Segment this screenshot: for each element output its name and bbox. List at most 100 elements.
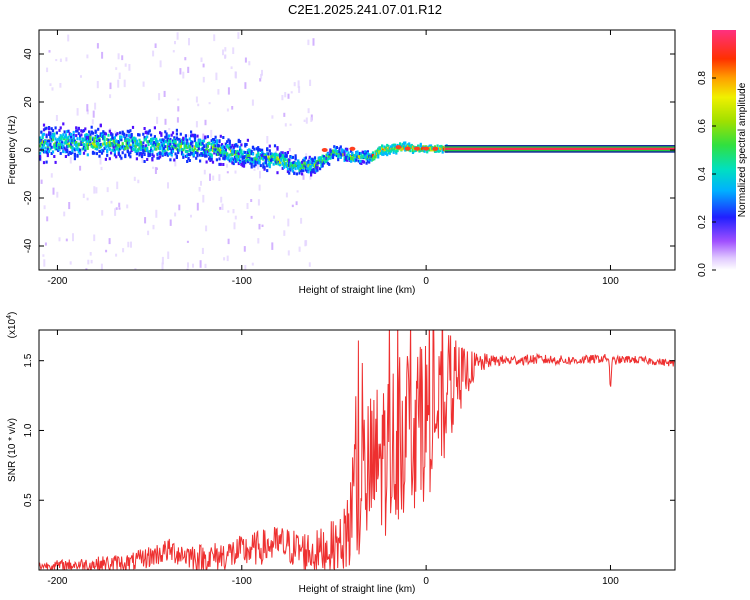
heatmap-cell [428,146,431,150]
heatmap-cell [226,144,229,148]
heatmap-cell [270,158,273,162]
heatmap-cell [317,161,320,165]
heatmap-cell [224,155,227,159]
heatmap-cell [152,137,155,141]
heatmap-cell [419,148,422,152]
heatmap-cell [70,145,73,149]
heatmap-cell [371,154,375,157]
x-tick-label: 100 [602,576,619,587]
heatmap-cell [388,147,391,151]
heatmap-cell [315,161,318,165]
heatmap-cell [306,168,309,171]
heatmap-cell [240,151,243,154]
heatmap-cell [230,149,233,153]
heatmap-speckle [182,71,185,79]
heatmap-cell [42,128,46,132]
heatmap-speckle [94,102,97,110]
heatmap-cell [304,156,307,160]
heatmap-speckle [221,203,224,210]
heatmap-cell [146,135,149,139]
heatmap-cell [197,147,200,151]
heatmap-cell [213,142,216,145]
snr-panel: -200 -100 0 100 0.51.01.5 Height of straigh… [6,312,676,595]
heatmap-cell [370,157,373,161]
heatmap-cell [365,151,368,155]
heatmap-cell [107,133,110,137]
heatmap-cell [134,144,137,148]
heatmap-cell [186,138,189,142]
heatmap-cell [262,157,265,161]
heatmap-cell [45,141,48,145]
heatmap-cell [312,160,315,164]
heatmap-cell [159,131,162,135]
heatmap-cell [139,143,142,147]
heatmap-cell [310,171,313,175]
heatmap-cell [297,162,300,166]
heatmap-cell [235,158,238,162]
heatmap-cell [344,158,347,162]
heatmap-cell [291,164,295,168]
heatmap-cell [230,153,233,157]
heatmap-cell [364,150,367,154]
heatmap-speckle [106,187,109,193]
heatmap-cell [137,142,140,146]
heatmap-speckle [287,93,290,99]
heatmap-cell [430,144,433,148]
heatmap-speckle [49,83,52,86]
heatmap-cell [73,139,76,143]
heatmap-cell [59,142,62,146]
heatmap-cell [254,160,257,164]
heatmap-cell [250,152,253,156]
heatmap-cell [138,153,141,157]
heatmap-cell [291,155,295,159]
heatmap-speckle [110,200,113,204]
heatmap-cell [111,133,114,137]
heatmap-cell [135,149,138,153]
heatmap-cell [39,138,42,142]
heatmap-cell [95,134,98,138]
heatmap-cell [368,154,371,158]
heatmap-cell [48,127,51,131]
heatmap-cell [186,160,189,163]
heatmap-cell [337,150,340,154]
heatmap-speckle [43,259,46,267]
heatmap-cell [325,156,328,160]
heatmap-speckle [118,72,121,79]
heatmap-speckle [174,212,177,217]
heatmap-cell [217,143,220,147]
heatmap-cell [63,146,66,150]
heatmap-cell [180,138,184,142]
heatmap-cell [190,140,193,144]
heatmap-cell [108,129,111,133]
heatmap-cell [286,151,289,154]
heatmap-cell [79,150,82,154]
heatmap-cell [272,153,275,157]
heatmap-cell [82,143,86,147]
heatmap-speckle [222,49,224,56]
heatmap-speckle [284,92,287,98]
heatmap-speckle [305,153,308,158]
heatmap-speckle [126,204,129,209]
heatmap-cell [237,138,240,142]
heatmap-cell [384,146,387,150]
heatmap-cell [281,153,284,157]
heatmap-cell [312,170,315,174]
heatmap-cell [193,146,197,150]
heatmap-speckle [226,163,228,168]
heatmap-cell [433,145,437,149]
heatmap-cell [53,143,56,147]
heatmap-cell [165,151,168,155]
heatmap-speckle [97,142,100,151]
heatmap-cell [316,160,319,163]
heatmap-cell [386,143,389,147]
heatmap-speckle [56,191,59,198]
heatmap-speckle [177,106,180,112]
heatmap-cell [245,153,248,157]
heatmap-cell [263,155,266,159]
heatmap-cell [94,146,97,150]
heatmap-cell [322,161,326,165]
heatmap-cell [418,149,421,153]
heatmap-cell [249,161,252,165]
heatmap-cell [267,155,270,159]
heatmap-cell [58,128,61,132]
